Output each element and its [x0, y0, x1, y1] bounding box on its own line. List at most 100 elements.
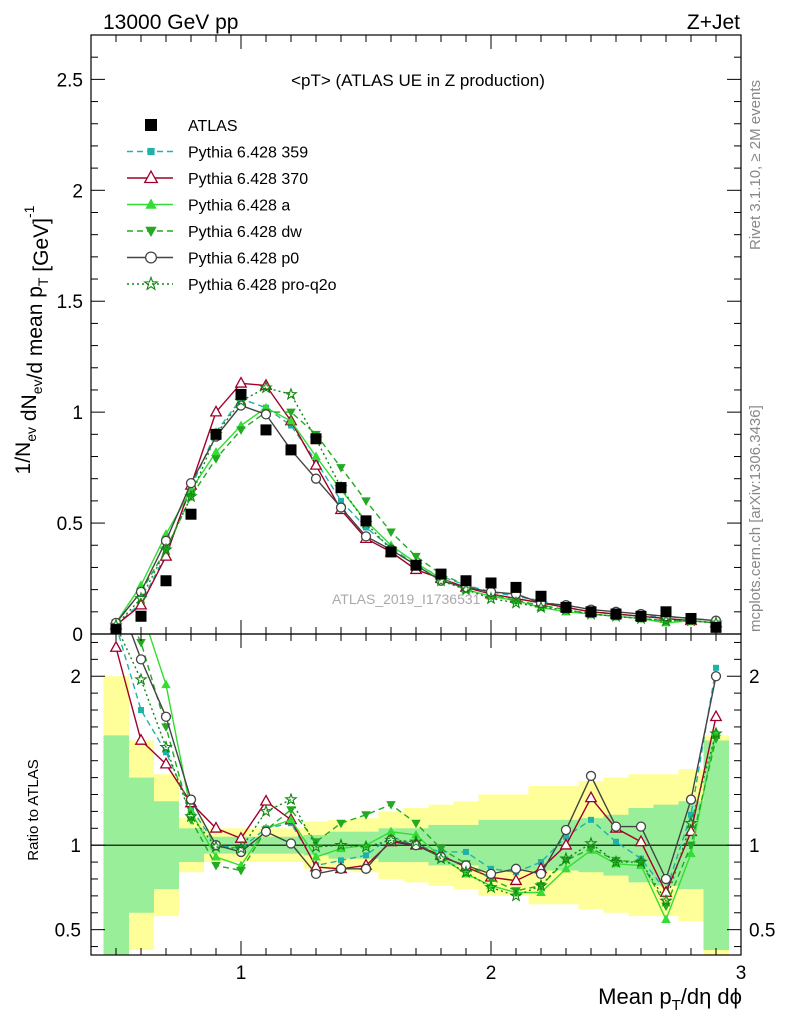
- ratio-point: [160, 711, 172, 722]
- ratio-point: [411, 819, 421, 829]
- legend-item: Pythia 6.428 pro-q2o: [127, 275, 337, 294]
- legend-marker: [143, 169, 159, 184]
- data-point: [135, 610, 147, 622]
- x-tick-label: 2: [486, 963, 497, 984]
- data-point: [160, 575, 172, 587]
- ratio-point: [286, 814, 296, 824]
- mc-point: [311, 451, 321, 461]
- ratio-point: [161, 679, 171, 689]
- ratio-point: [563, 833, 569, 840]
- data-point: [335, 482, 347, 494]
- data-point: [260, 424, 272, 436]
- mc-point: [185, 477, 197, 489]
- ratio-point: [259, 804, 273, 818]
- ratio-point: [509, 873, 523, 886]
- data-point: [435, 568, 447, 580]
- ratio-point: [486, 880, 496, 890]
- ratio-point: [561, 863, 571, 873]
- ratio-y-tick-label: 2: [70, 667, 81, 688]
- ratio-y-tick-label-right: 0.5: [749, 921, 775, 942]
- ratio-point: [384, 832, 398, 846]
- mcplots-label: mcplots.cern.ch [arXiv:1306.3436]: [747, 405, 764, 632]
- mc-point: [134, 598, 148, 610]
- watermark: ATLAS_2019_I1736531: [332, 591, 481, 607]
- ratio-point: [359, 839, 373, 853]
- legend-marker: [145, 119, 157, 131]
- data-point: [185, 508, 197, 520]
- mc-point: [511, 597, 521, 606]
- data-point: [385, 546, 397, 558]
- ratio-point: [613, 838, 619, 845]
- ratio-point: [536, 887, 546, 896]
- ratio-point: [361, 840, 371, 849]
- series-line: [115, 382, 717, 626]
- ratio-point: [559, 851, 573, 865]
- data-point: [660, 606, 672, 618]
- legend-label: ATLAS: [188, 118, 238, 135]
- ratio-point: [685, 794, 697, 805]
- ratio-point: [236, 867, 246, 876]
- x-tick-label: 3: [736, 963, 747, 984]
- ratio-point: [211, 852, 221, 861]
- ratio-point: [163, 749, 169, 756]
- header-left: 13000 GeV pp: [103, 11, 238, 34]
- ratio-point: [635, 821, 647, 832]
- legend-item: Pythia 6.428 370: [127, 169, 308, 188]
- ratio-point: [311, 852, 321, 861]
- ratio-point: [310, 868, 322, 880]
- y-tick-label: 1.5: [57, 292, 83, 313]
- mc-point: [234, 376, 248, 388]
- mc-point: [184, 489, 198, 503]
- legend-item: Pythia 6.428 p0: [127, 251, 299, 268]
- series-line: [115, 386, 717, 626]
- ratio-point: [386, 801, 396, 810]
- ratio-point: [609, 854, 623, 868]
- mc-point: [259, 378, 273, 390]
- main-y-axis-label: 1/Nev dNev/d mean pT [GeV]-1: [12, 205, 53, 474]
- data-point: [210, 428, 222, 440]
- ratio-point: [485, 868, 497, 880]
- ratio-point: [710, 671, 722, 682]
- mc-point: [659, 613, 673, 627]
- y-tick-label: 0.5: [57, 514, 83, 535]
- ratio-point: [138, 707, 144, 714]
- ratio-point: [360, 863, 372, 874]
- mc-point: [534, 600, 548, 614]
- ratio-point: [584, 790, 598, 803]
- mc-point: [484, 591, 498, 605]
- legend-item: ATLAS: [145, 118, 238, 135]
- data-point: [585, 606, 597, 618]
- ratio-point: [209, 839, 223, 853]
- ratio-y-tick-label: 0.5: [55, 921, 81, 942]
- ratio-point: [661, 914, 671, 924]
- ratio-point: [159, 740, 173, 753]
- ratio-point: [209, 821, 223, 833]
- main-title: <pT> (ATLAS UE in Z production): [291, 71, 545, 90]
- mc-point: [361, 497, 371, 506]
- data-point: [310, 433, 322, 445]
- mc-point: [363, 524, 369, 531]
- ratio-point: [659, 893, 673, 907]
- ratio-point: [686, 841, 696, 851]
- legend-label: Pythia 6.428 p0: [188, 251, 299, 268]
- ratio-point: [185, 794, 197, 805]
- mc-point: [286, 408, 296, 418]
- ratio-point: [634, 834, 648, 847]
- legend-label: Pythia 6.428 pro-q2o: [188, 277, 337, 294]
- data-point: [360, 515, 372, 527]
- ratio-point: [336, 819, 346, 829]
- mc-point: [211, 455, 221, 464]
- ratio-point: [611, 856, 621, 866]
- ratio-point: [386, 826, 396, 836]
- ratio-point: [434, 851, 448, 865]
- ratio-point: [610, 821, 622, 832]
- data-point: [635, 610, 647, 622]
- series-atlas: [110, 388, 722, 634]
- ratio-series-pythia-6-428-pro-q2o: [119, 634, 723, 907]
- y-tick-label: 1: [72, 403, 83, 424]
- ratio-point: [459, 865, 473, 879]
- rivet-label: Rivet 3.1.10, ≥ 2M events: [747, 80, 764, 250]
- ratio-y-tick-label-right: 2: [749, 667, 760, 688]
- data-point: [410, 559, 422, 571]
- ratio-point: [684, 816, 698, 830]
